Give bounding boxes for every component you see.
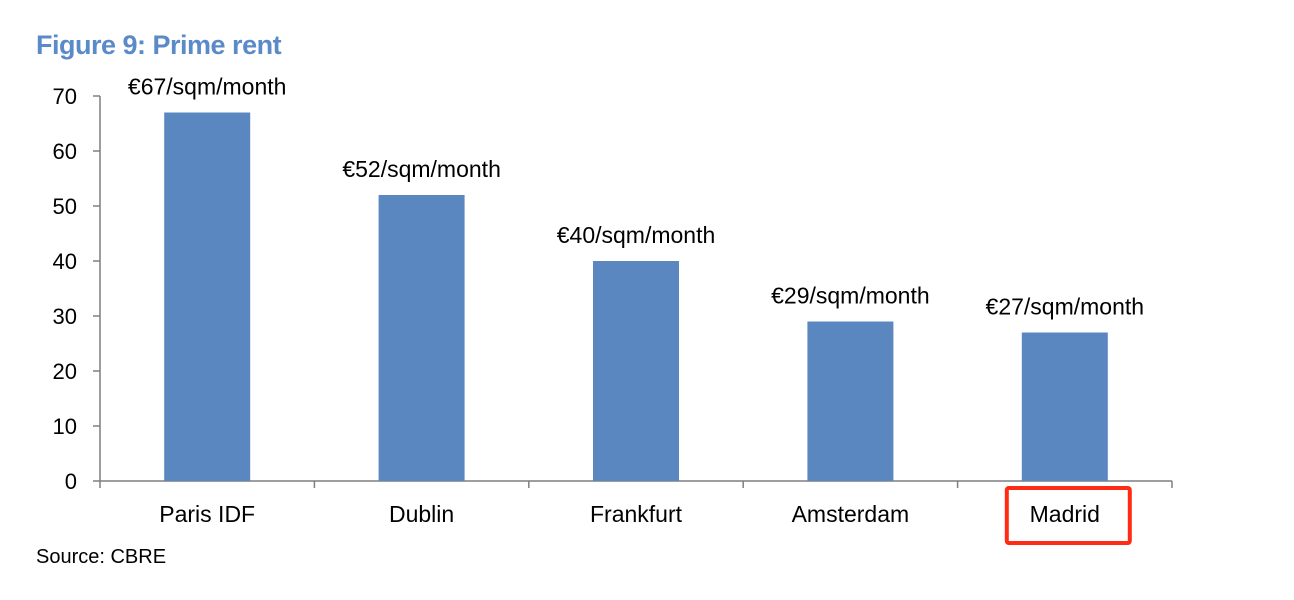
data-label: €27/sqm/month	[986, 294, 1145, 320]
highlight-box	[1004, 486, 1132, 545]
bar	[807, 321, 894, 481]
bar	[1021, 332, 1108, 481]
figure-title: Figure 9: Prime rent	[36, 30, 282, 60]
y-tick-label: 0	[65, 469, 77, 494]
bar	[378, 195, 465, 481]
y-tick-label: 30	[53, 304, 77, 329]
y-tick-label: 70	[53, 84, 77, 109]
category-label: Amsterdam	[792, 501, 910, 527]
category-label: Dublin	[389, 501, 454, 527]
y-tick-label: 10	[53, 414, 77, 439]
bar	[593, 261, 679, 481]
data-label: €52/sqm/month	[342, 156, 501, 182]
y-tick-label: 40	[53, 249, 77, 274]
y-tick-label: 60	[53, 139, 77, 164]
source-note: Source: CBRE	[36, 546, 167, 568]
bar	[164, 112, 251, 481]
data-label: €40/sqm/month	[557, 222, 716, 248]
data-label: €29/sqm/month	[771, 283, 930, 309]
category-label: Paris IDF	[159, 501, 255, 527]
y-tick-label: 50	[53, 194, 77, 219]
y-tick-label: 20	[53, 359, 77, 384]
data-label: €67/sqm/month	[128, 74, 287, 100]
category-label: Frankfurt	[590, 501, 683, 527]
category-label: Madrid	[1030, 501, 1100, 527]
